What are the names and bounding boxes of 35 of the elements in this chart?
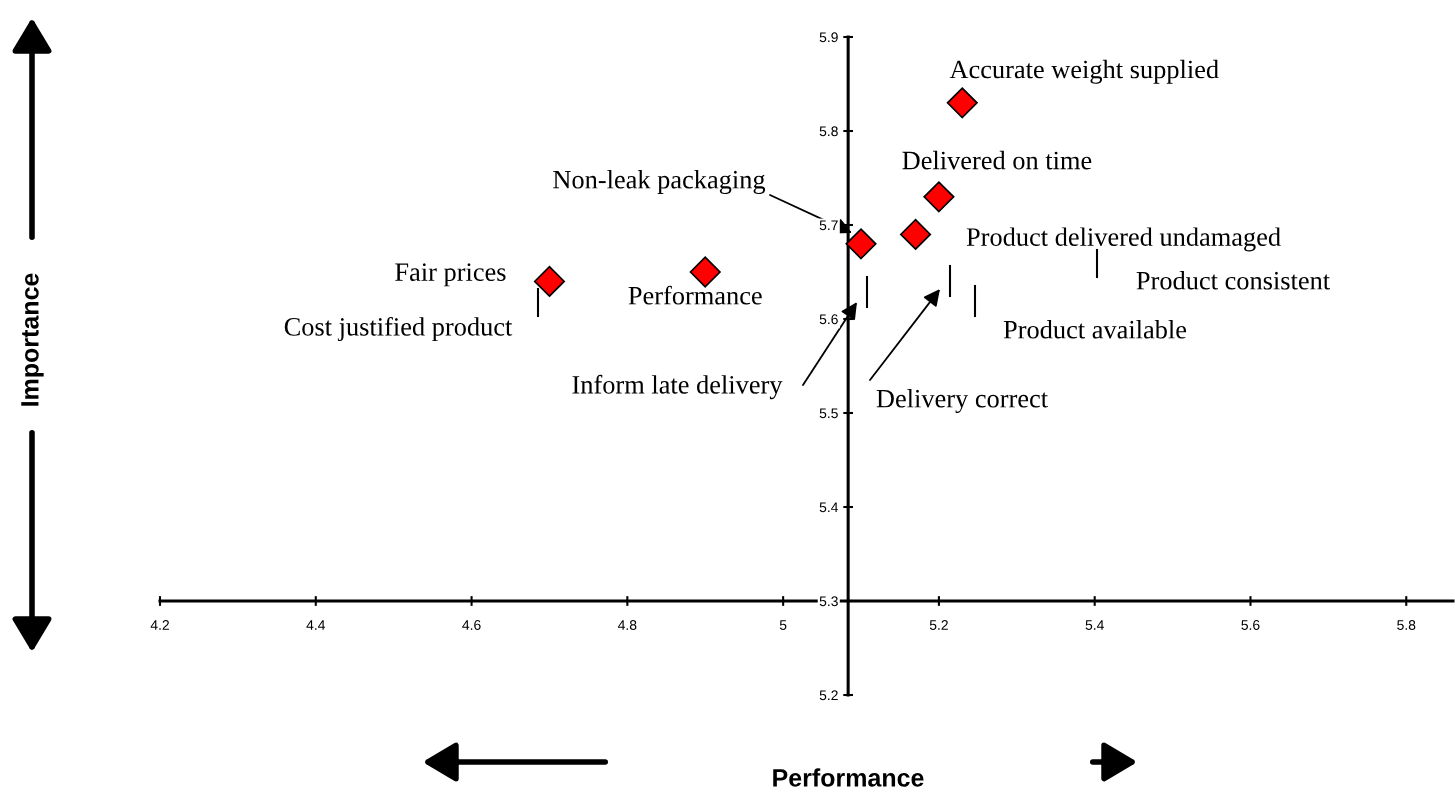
- x-tick-label: 4.4: [306, 620, 326, 630]
- x-axis-title: Performance: [773, 768, 924, 787]
- annotation: Fair prices: [395, 263, 506, 287]
- annotation: Inform late delivery: [572, 374, 783, 400]
- x-tick-label: 5.4: [1085, 620, 1104, 630]
- y-tick-label: 5.2: [819, 690, 838, 701]
- y-tick-label: 5.9: [819, 32, 838, 43]
- y-tick-label: 5.3: [819, 596, 838, 607]
- y-tick-label: 5.7: [819, 220, 838, 231]
- point: [845, 228, 877, 260]
- x-tick-label: 4.8: [618, 620, 637, 630]
- annotation: Accurate weight supplied: [949, 59, 1219, 84]
- annotation: Performance: [628, 285, 762, 305]
- point: [533, 265, 566, 297]
- x-tick-label: 5: [779, 620, 787, 630]
- annotation: Non-leak packaging: [553, 170, 766, 194]
- y-axis-title: Importance: [21, 273, 44, 406]
- y-tick-label: 5.4: [819, 502, 839, 513]
- y-tick-label: 5.6: [819, 314, 838, 325]
- annotation: Cost justified product: [284, 316, 513, 342]
- annotation: Delivered on time: [902, 150, 1092, 170]
- x-tick-label: 5.2: [929, 620, 948, 630]
- annotation: Product consistent: [1136, 271, 1330, 290]
- x-tick-label: 4.6: [462, 620, 481, 630]
- annotation: Product delivered undamaged: [966, 227, 1281, 252]
- annotation: Product available: [1003, 320, 1187, 339]
- point: [923, 181, 955, 213]
- annotation: Delivery correct: [876, 389, 1048, 413]
- x-tick-label: 5.8: [1397, 620, 1416, 630]
- y-tick-label: 5.8: [819, 126, 838, 137]
- y-tick-label: 5.5: [819, 408, 838, 419]
- x-tick-label: 4.2: [150, 620, 169, 630]
- x-tick-label: 5.6: [1241, 620, 1260, 630]
- point: [946, 87, 978, 119]
- point: [899, 218, 932, 250]
